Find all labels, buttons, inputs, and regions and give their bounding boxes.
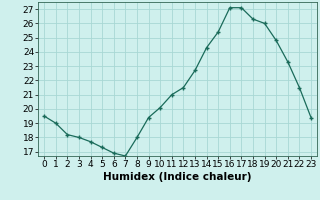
X-axis label: Humidex (Indice chaleur): Humidex (Indice chaleur) [103, 172, 252, 182]
